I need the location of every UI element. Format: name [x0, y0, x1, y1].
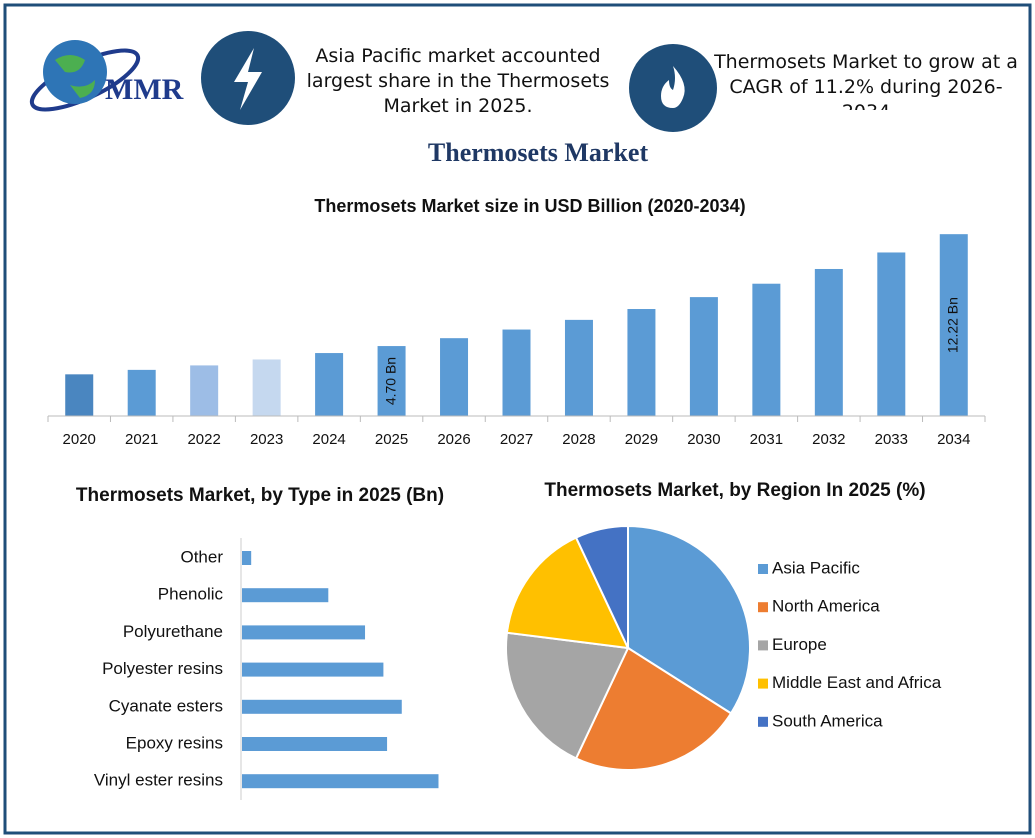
bar — [252, 359, 281, 416]
y-tick-label: Polyurethane — [123, 622, 223, 641]
bar — [315, 353, 344, 416]
bar — [242, 662, 384, 677]
bar — [242, 588, 329, 603]
x-tick-label: 2021 — [125, 431, 158, 448]
bar — [242, 699, 402, 714]
x-tick-label: 2028 — [562, 431, 595, 448]
chart-title: Thermosets Market, by Type in 2025 (Bn) — [76, 485, 444, 506]
x-tick-label: 2024 — [312, 431, 345, 448]
y-tick-label: Cyanate esters — [109, 696, 223, 715]
x-tick-label: 2031 — [750, 431, 783, 448]
bar — [440, 338, 469, 416]
note-right-box: Thermosets Market to grow at a CAGR of 1… — [714, 51, 1018, 110]
legend-label: Europe — [772, 635, 827, 654]
x-tick-label: 2026 — [437, 431, 470, 448]
bar — [939, 234, 968, 416]
bar — [242, 774, 439, 789]
x-tick-label: 2023 — [250, 431, 283, 448]
bar — [242, 625, 366, 640]
legend-label: Middle East and Africa — [772, 673, 942, 692]
bar — [127, 369, 156, 416]
chart-title: Thermosets Market, by Region In 2025 (%) — [544, 480, 926, 501]
legend-swatch — [758, 716, 768, 727]
legend-label: South America — [772, 711, 883, 730]
bar — [627, 309, 656, 416]
y-tick-label: Polyester resins — [102, 659, 223, 678]
x-tick-label: 2033 — [875, 431, 908, 448]
legend-swatch — [758, 564, 768, 574]
legend-swatch — [758, 602, 768, 613]
bar — [242, 737, 388, 751]
bolt-icon — [201, 31, 295, 125]
y-tick-label: Other — [180, 547, 223, 566]
pie-slice — [505, 536, 630, 650]
x-tick-label: 2025 — [375, 431, 408, 448]
brand: MMR — [105, 73, 184, 106]
x-tick-label: 2034 — [937, 431, 970, 448]
bar — [242, 551, 252, 565]
chart-title-box: Thermosets Market, by Region In 2025 (%) — [544, 480, 926, 501]
bar — [814, 268, 843, 416]
note-right: Thermosets Market to grow at a CAGR of 1… — [714, 51, 1018, 110]
pie-slice — [574, 646, 733, 771]
bar — [502, 329, 531, 416]
value-label: 4.70 Bn — [382, 357, 398, 405]
legend-label: North America — [772, 597, 880, 616]
y-tick-label: Epoxy resins — [126, 733, 223, 752]
pie-slice — [574, 524, 629, 649]
legend-swatch — [758, 640, 768, 651]
x-tick-label: 2030 — [687, 431, 720, 448]
page-title: Thermosets Market — [428, 138, 649, 167]
chart-title: Thermosets Market size in USD Billion (2… — [314, 196, 745, 216]
bar — [877, 252, 906, 416]
logo: MMR — [29, 40, 184, 112]
legend-swatch — [758, 678, 768, 689]
x-tick-label: 2032 — [812, 431, 845, 448]
bar — [190, 365, 219, 416]
flame-icon — [629, 44, 717, 132]
pie-slice — [505, 631, 630, 760]
y-tick-label: Vinyl ester resins — [94, 771, 223, 790]
x-tick-label: 2027 — [500, 431, 533, 448]
bar — [564, 319, 593, 416]
x-tick-label: 2029 — [625, 431, 658, 448]
bar — [752, 283, 781, 416]
x-tick-label: 2022 — [187, 431, 220, 448]
legend-label: Asia Pacific — [772, 558, 860, 577]
value-label: 12.22 Bn — [944, 297, 960, 353]
bar — [689, 297, 718, 416]
y-tick-label: Phenolic — [158, 585, 224, 604]
note-left-box: Asia Pacific market accounted largest sh… — [306, 45, 610, 117]
note-left: Asia Pacific market accounted largest sh… — [306, 45, 610, 117]
bar — [377, 346, 406, 416]
x-tick-label: 2020 — [63, 431, 96, 448]
bar — [65, 374, 94, 416]
